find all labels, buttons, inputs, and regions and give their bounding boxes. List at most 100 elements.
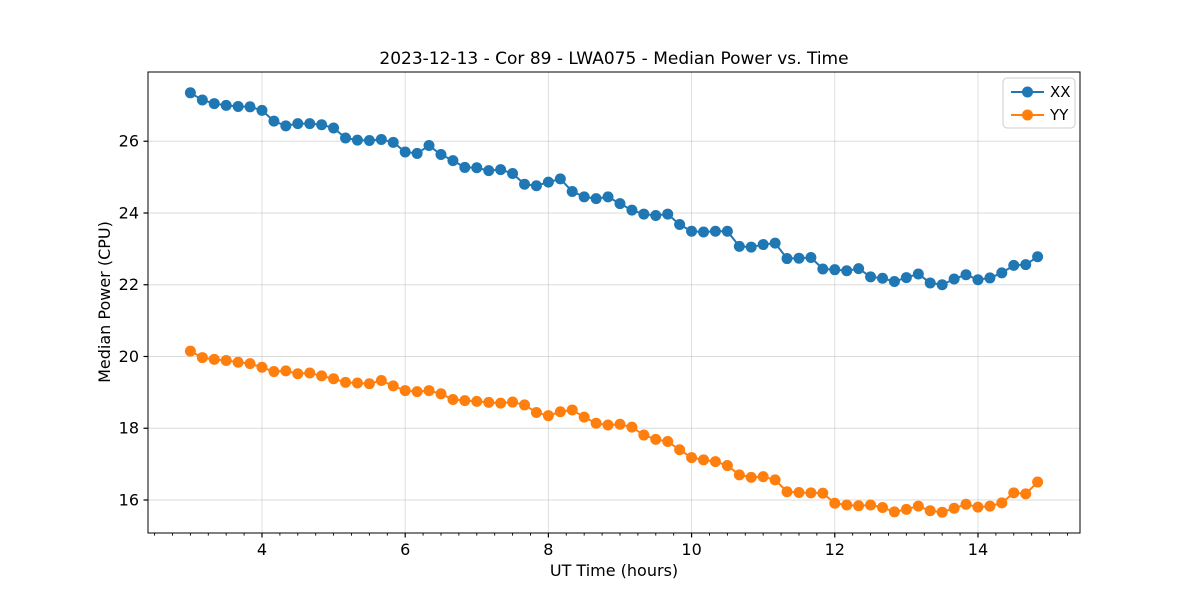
- data-point-yy: [304, 367, 316, 379]
- series-layer: [184, 87, 1044, 518]
- data-point-yy: [996, 497, 1008, 509]
- data-point-yy: [542, 410, 554, 422]
- data-point-yy: [208, 353, 220, 365]
- data-point-yy: [674, 444, 686, 456]
- data-point-xx: [638, 208, 650, 220]
- x-tick-label: 14: [968, 540, 988, 559]
- data-point-xx: [948, 273, 960, 285]
- data-point-xx: [542, 176, 554, 188]
- data-point-yy: [435, 388, 447, 400]
- data-point-xx: [328, 122, 340, 134]
- data-point-xx: [900, 272, 912, 284]
- data-point-xx: [292, 118, 304, 130]
- data-point-xx: [280, 120, 292, 132]
- data-point-yy: [877, 502, 889, 514]
- y-tick-label: 26: [119, 132, 139, 151]
- data-point-yy: [745, 471, 757, 483]
- data-point-xx: [507, 168, 519, 180]
- data-point-xx: [483, 165, 495, 177]
- data-point-xx: [220, 99, 232, 111]
- data-point-yy: [566, 404, 578, 416]
- y-axis-label: Median Power (CPU): [95, 221, 114, 383]
- data-point-xx: [375, 133, 387, 145]
- data-point-xx: [614, 198, 626, 210]
- data-point-yy: [411, 386, 423, 398]
- data-point-xx: [805, 251, 817, 263]
- data-point-yy: [841, 499, 853, 511]
- data-point-yy: [495, 397, 507, 409]
- data-point-xx: [351, 134, 363, 146]
- data-point-xx: [924, 277, 936, 289]
- data-point-yy: [709, 456, 721, 468]
- data-point-yy: [530, 406, 542, 418]
- data-point-yy: [184, 345, 196, 357]
- data-point-yy: [375, 375, 387, 387]
- data-point-yy: [471, 395, 483, 407]
- data-point-xx: [841, 265, 853, 277]
- data-point-yy: [888, 506, 900, 518]
- data-point-yy: [256, 361, 268, 373]
- data-point-xx: [769, 237, 781, 249]
- data-point-yy: [590, 417, 602, 429]
- data-point-yy: [459, 395, 471, 407]
- data-point-xx: [399, 146, 411, 158]
- data-point-xx: [912, 268, 924, 280]
- data-point-xx: [578, 191, 590, 203]
- data-point-xx: [996, 267, 1008, 279]
- data-point-yy: [196, 352, 208, 364]
- data-point-yy: [447, 394, 459, 406]
- x-tick-label: 4: [257, 540, 267, 559]
- data-point-xx: [829, 264, 841, 276]
- data-point-yy: [292, 368, 304, 380]
- x-tick-label: 6: [400, 540, 410, 559]
- data-point-xx: [853, 263, 865, 275]
- x-tick-label: 8: [543, 540, 553, 559]
- data-point-xx: [447, 155, 459, 167]
- data-point-xx: [888, 276, 900, 288]
- data-point-xx: [865, 271, 877, 283]
- data-point-yy: [387, 380, 399, 392]
- data-point-xx: [721, 225, 733, 237]
- data-point-yy: [1020, 488, 1032, 500]
- data-point-yy: [220, 354, 232, 366]
- legend-label-yy: YY: [1049, 106, 1069, 124]
- data-point-yy: [817, 487, 829, 499]
- data-point-yy: [769, 474, 781, 486]
- data-point-yy: [232, 356, 244, 368]
- data-point-xx: [626, 204, 638, 216]
- x-tick-label: 10: [681, 540, 701, 559]
- data-point-xx: [709, 225, 721, 237]
- data-point-xx: [674, 218, 686, 230]
- data-point-yy: [554, 406, 566, 418]
- data-point-xx: [1032, 251, 1044, 263]
- data-point-xx: [686, 225, 698, 237]
- data-point-yy: [936, 506, 948, 518]
- data-point-xx: [471, 162, 483, 174]
- data-point-yy: [733, 469, 745, 481]
- data-point-yy: [244, 358, 256, 370]
- data-point-yy: [757, 471, 769, 483]
- data-point-yy: [948, 502, 960, 514]
- data-point-yy: [602, 419, 614, 431]
- data-point-yy: [900, 503, 912, 515]
- data-point-xx: [268, 115, 280, 127]
- data-point-yy: [638, 429, 650, 441]
- data-point-xx: [232, 100, 244, 112]
- data-point-xx: [972, 274, 984, 286]
- data-point-xx: [530, 180, 542, 192]
- tick-layer: 4 6 8 10 12 14 16 18 20 22 24 26: [119, 132, 1068, 559]
- data-point-yy: [984, 500, 996, 512]
- data-point-yy: [1032, 476, 1044, 488]
- data-point-yy: [423, 385, 435, 397]
- y-tick-label: 16: [119, 490, 139, 509]
- y-tick-label: 24: [119, 203, 139, 222]
- data-point-xx: [387, 136, 399, 148]
- data-point-xx: [877, 272, 889, 284]
- data-point-xx: [936, 279, 948, 291]
- data-point-yy: [578, 411, 590, 423]
- data-point-yy: [662, 436, 674, 448]
- data-point-yy: [507, 396, 519, 408]
- data-point-yy: [698, 454, 710, 466]
- data-point-yy: [340, 376, 352, 388]
